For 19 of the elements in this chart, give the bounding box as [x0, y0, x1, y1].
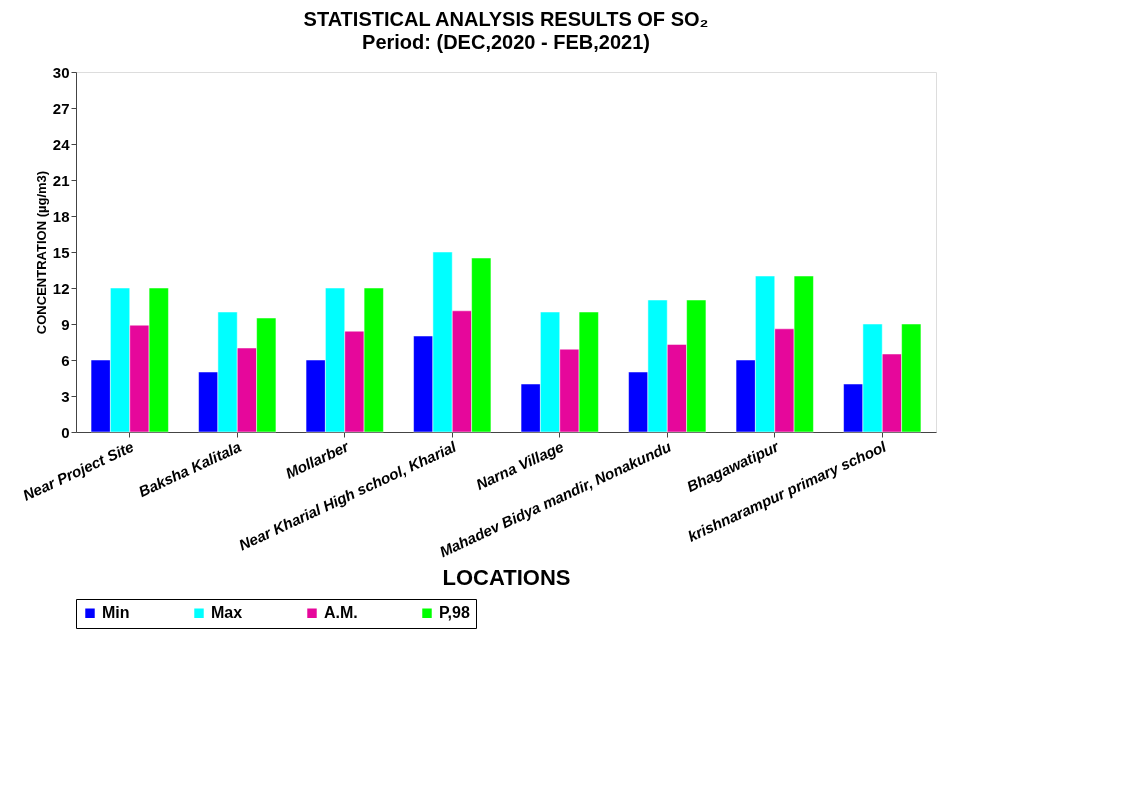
y-tick-label: 9	[61, 315, 70, 333]
y-tick-label: 24	[52, 135, 71, 153]
y-tick-label: 0	[61, 423, 70, 441]
chart-subtitle: Period: (DEC,2020 - FEB,2021)	[362, 31, 650, 53]
y-tick-label: 18	[52, 207, 70, 225]
legend-label: P,98	[439, 604, 470, 622]
legend-label: Min	[102, 604, 130, 622]
legend-label: A.M.	[324, 604, 358, 622]
y-axis-title: CONCENTRATION (µg/m3)	[33, 170, 49, 335]
legend-label: Max	[211, 604, 243, 622]
x-axis-title: LOCATIONS	[442, 565, 571, 591]
y-tick-label: 27	[52, 99, 70, 117]
y-tick-label: 15	[52, 243, 70, 261]
y-tick-label: 3	[61, 387, 70, 405]
y-tick-label: 12	[52, 279, 70, 297]
y-tick-label: 30	[52, 63, 70, 81]
y-tick-label: 6	[61, 351, 70, 369]
chart-title: STATISTICAL ANALYSIS RESULTS OF SO₂	[303, 8, 709, 30]
y-tick-label: 21	[52, 171, 70, 189]
